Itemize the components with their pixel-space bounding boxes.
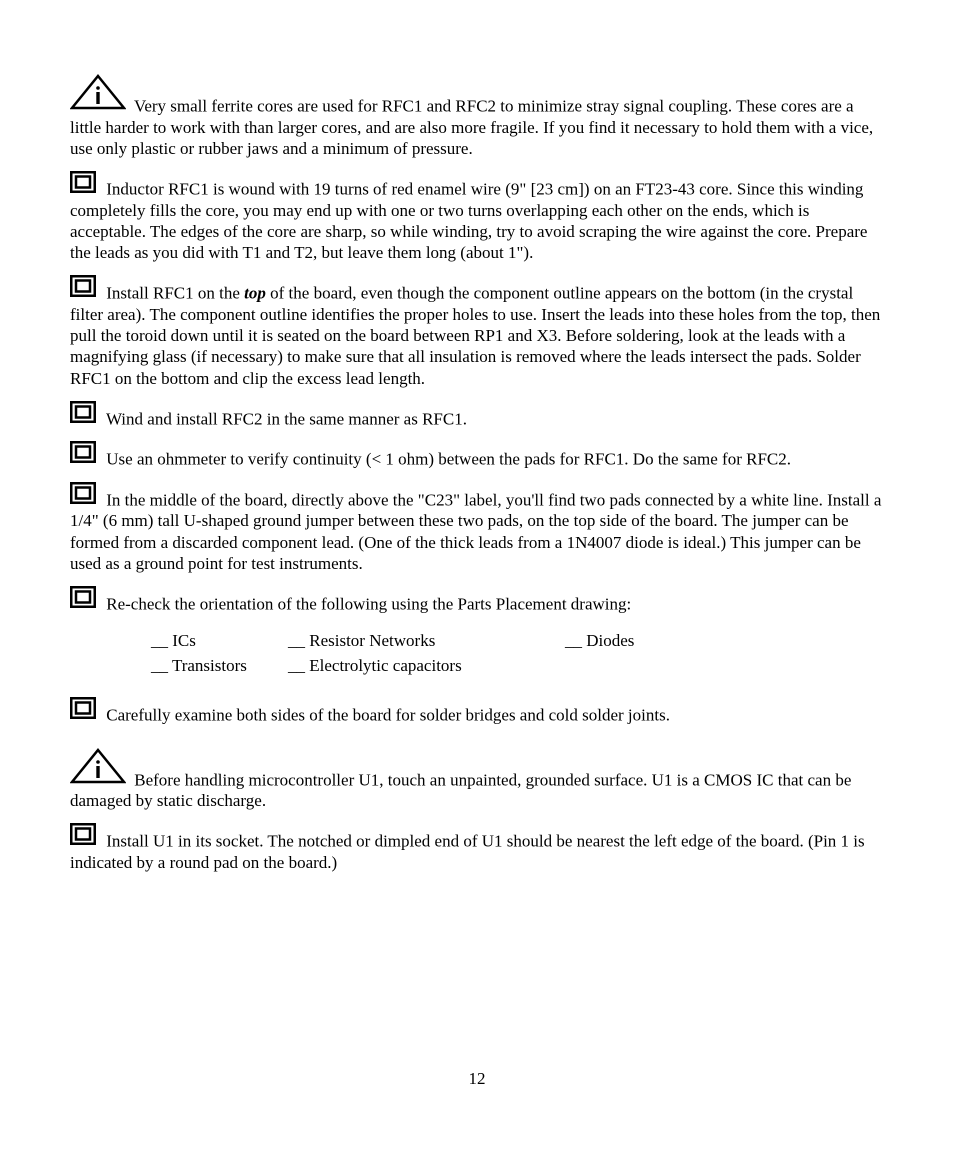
checklist-item	[564, 654, 709, 677]
checklist-item: __ Resistor Networks	[287, 629, 562, 652]
paragraph-step-rfc1-wind: Inductor RFC1 is wound with 19 turns of …	[70, 171, 884, 263]
paragraph-text: Use an ohmmeter to verify continuity (< …	[102, 450, 791, 469]
paragraph-step-ohmmeter: Use an ohmmeter to verify continuity (< …	[70, 441, 884, 470]
paragraph-text: Very small ferrite cores are used for RF…	[70, 96, 873, 158]
checklist-item: __ Electrolytic capacitors	[287, 654, 562, 677]
checkbox-icon	[70, 441, 96, 468]
paragraph-info-2: Before handling microcontroller U1, touc…	[70, 748, 884, 812]
table-row: __ ICs __ Resistor Networks __ Diodes	[150, 629, 709, 652]
document-page: Very small ferrite cores are used for RF…	[0, 0, 954, 1159]
checklist-item: __ ICs	[150, 629, 285, 652]
orientation-checklist-table: __ ICs __ Resistor Networks __ Diodes __…	[148, 627, 711, 680]
checkbox-icon	[70, 401, 96, 428]
paragraph-step-jumper: In the middle of the board, directly abo…	[70, 482, 884, 574]
paragraph-text: Carefully examine both sides of the boar…	[102, 705, 670, 724]
checkbox-icon	[70, 586, 96, 613]
checklist-item: __ Diodes	[564, 629, 709, 652]
emphasis-top: top	[244, 284, 266, 303]
paragraph-info-1: Very small ferrite cores are used for RF…	[70, 74, 884, 159]
checkbox-icon	[70, 823, 96, 850]
checkbox-icon	[70, 697, 96, 724]
paragraph-step-rfc2: Wind and install RFC2 in the same manner…	[70, 401, 884, 430]
paragraph-step-install-u1: Install U1 in its socket. The notched or…	[70, 823, 884, 873]
paragraph-text: Install U1 in its socket. The notched or…	[70, 832, 865, 872]
paragraph-text-pre: Install RFC1 on the	[102, 284, 244, 303]
paragraph-text: In the middle of the board, directly abo…	[70, 490, 881, 573]
paragraph-text: Before handling microcontroller U1, touc…	[70, 770, 851, 810]
checkbox-icon	[70, 482, 96, 509]
checklist-item: __ Transistors	[150, 654, 285, 677]
checkbox-icon	[70, 171, 96, 198]
page-number: 12	[0, 1068, 954, 1089]
info-triangle-icon	[70, 74, 126, 115]
paragraph-text: Inductor RFC1 is wound with 19 turns of …	[70, 179, 867, 262]
info-triangle-icon	[70, 748, 126, 789]
paragraph-step-examine: Carefully examine both sides of the boar…	[70, 697, 884, 726]
checkbox-icon	[70, 275, 96, 302]
paragraph-text: Wind and install RFC2 in the same manner…	[102, 409, 467, 428]
table-row: __ Transistors __ Electrolytic capacitor…	[150, 654, 709, 677]
paragraph-step-recheck: Re-check the orientation of the followin…	[70, 586, 884, 615]
paragraph-step-rfc1-install: Install RFC1 on the top of the board, ev…	[70, 275, 884, 389]
paragraph-text: Re-check the orientation of the followin…	[102, 594, 631, 613]
